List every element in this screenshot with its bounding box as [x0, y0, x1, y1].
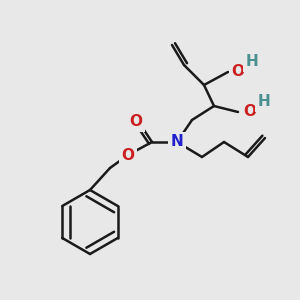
Text: O: O	[122, 148, 134, 163]
Text: H: H	[258, 94, 270, 110]
Text: H: H	[246, 55, 258, 70]
Text: O: O	[244, 104, 256, 119]
Text: O: O	[130, 115, 142, 130]
Text: N: N	[171, 134, 183, 149]
Text: O: O	[232, 64, 244, 80]
